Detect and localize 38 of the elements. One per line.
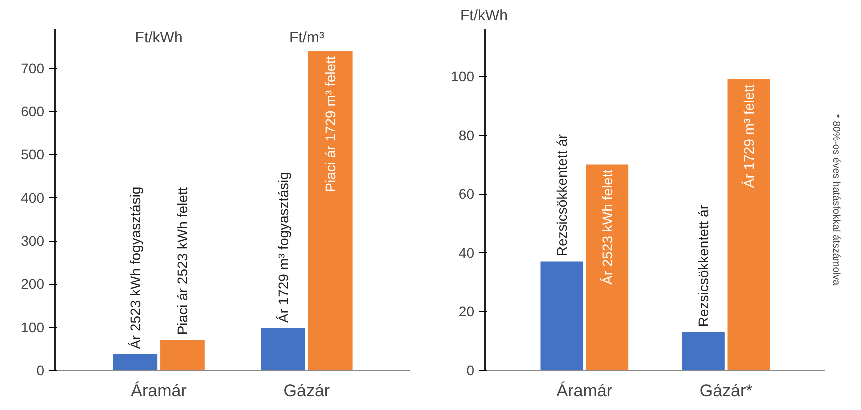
data-label: Ár 1729 m³ fogyasztásig [275,172,292,324]
y-tick-label: 0 [36,362,45,378]
x-tick-label: Gázár [284,382,330,400]
y-tick-label: 100 [451,68,475,85]
bar [586,164,629,370]
bar [728,79,770,370]
bar [308,51,353,370]
bar [682,332,725,370]
bar [160,340,205,370]
x-tick-label: Gázár* [700,382,754,400]
bar [261,328,306,370]
x-tick-label: Áramár [556,382,613,400]
bar [540,262,584,370]
data-label: Ár 2523 kWh fogyasztásig [127,186,144,350]
y-tick-label: 20 [458,304,475,320]
y-tick-label: 100 [21,319,45,336]
y-tick-label: 700 [21,60,45,76]
y-tick-label: 600 [21,104,45,120]
annotation: Ft/kWh [135,30,183,46]
data-label: Rezsicsökkentett ár [696,204,712,328]
y-tick-label: 300 [21,233,45,250]
y-tick-label: 500 [21,146,45,163]
data-label: Rezsicsökkentett ár [554,134,570,257]
y-tick-label: 400 [21,190,45,206]
data-label: Ár 2523 kWh felett [599,170,616,286]
bar [113,354,158,370]
y-tick-label: 80 [458,127,475,144]
y-tick-label: 200 [21,276,45,292]
data-label: Piaci ár 1729 m³ felett [322,56,339,192]
y-axis-title: Ft/kWh [460,8,508,24]
y-tick-label: 60 [458,186,475,202]
annotation: Ft/m³ [289,30,324,46]
x-tick-label: Áramár [131,382,188,400]
data-label: Piaci ár 2523 kWh felett [174,187,191,336]
y-tick-label: 0 [466,362,475,378]
data-label: Ár 1729 m³ felett [741,84,757,188]
text: * 80%-os éves hatásfokkal átszámolva [830,114,842,286]
y-tick-label: 40 [458,244,475,261]
